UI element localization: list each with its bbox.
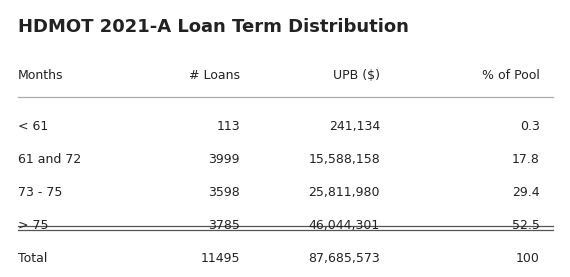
- Text: 3785: 3785: [208, 219, 240, 232]
- Text: 87,685,573: 87,685,573: [308, 252, 380, 265]
- Text: Months: Months: [18, 69, 63, 82]
- Text: Total: Total: [18, 252, 47, 265]
- Text: 100: 100: [516, 252, 540, 265]
- Text: > 75: > 75: [18, 219, 48, 232]
- Text: # Loans: # Loans: [189, 69, 240, 82]
- Text: UPB ($): UPB ($): [333, 69, 380, 82]
- Text: 241,134: 241,134: [329, 120, 380, 133]
- Text: 61 and 72: 61 and 72: [18, 153, 82, 166]
- Text: HDMOT 2021-A Loan Term Distribution: HDMOT 2021-A Loan Term Distribution: [18, 18, 409, 36]
- Text: < 61: < 61: [18, 120, 48, 133]
- Text: 3598: 3598: [208, 186, 240, 199]
- Text: 25,811,980: 25,811,980: [308, 186, 380, 199]
- Text: 52.5: 52.5: [512, 219, 540, 232]
- Text: 11495: 11495: [201, 252, 240, 265]
- Text: % of Pool: % of Pool: [482, 69, 540, 82]
- Text: 73 - 75: 73 - 75: [18, 186, 62, 199]
- Text: 17.8: 17.8: [512, 153, 540, 166]
- Text: 3999: 3999: [209, 153, 240, 166]
- Text: 46,044,301: 46,044,301: [309, 219, 380, 232]
- Text: 0.3: 0.3: [520, 120, 540, 133]
- Text: 15,588,158: 15,588,158: [308, 153, 380, 166]
- Text: 29.4: 29.4: [512, 186, 540, 199]
- Text: 113: 113: [217, 120, 240, 133]
